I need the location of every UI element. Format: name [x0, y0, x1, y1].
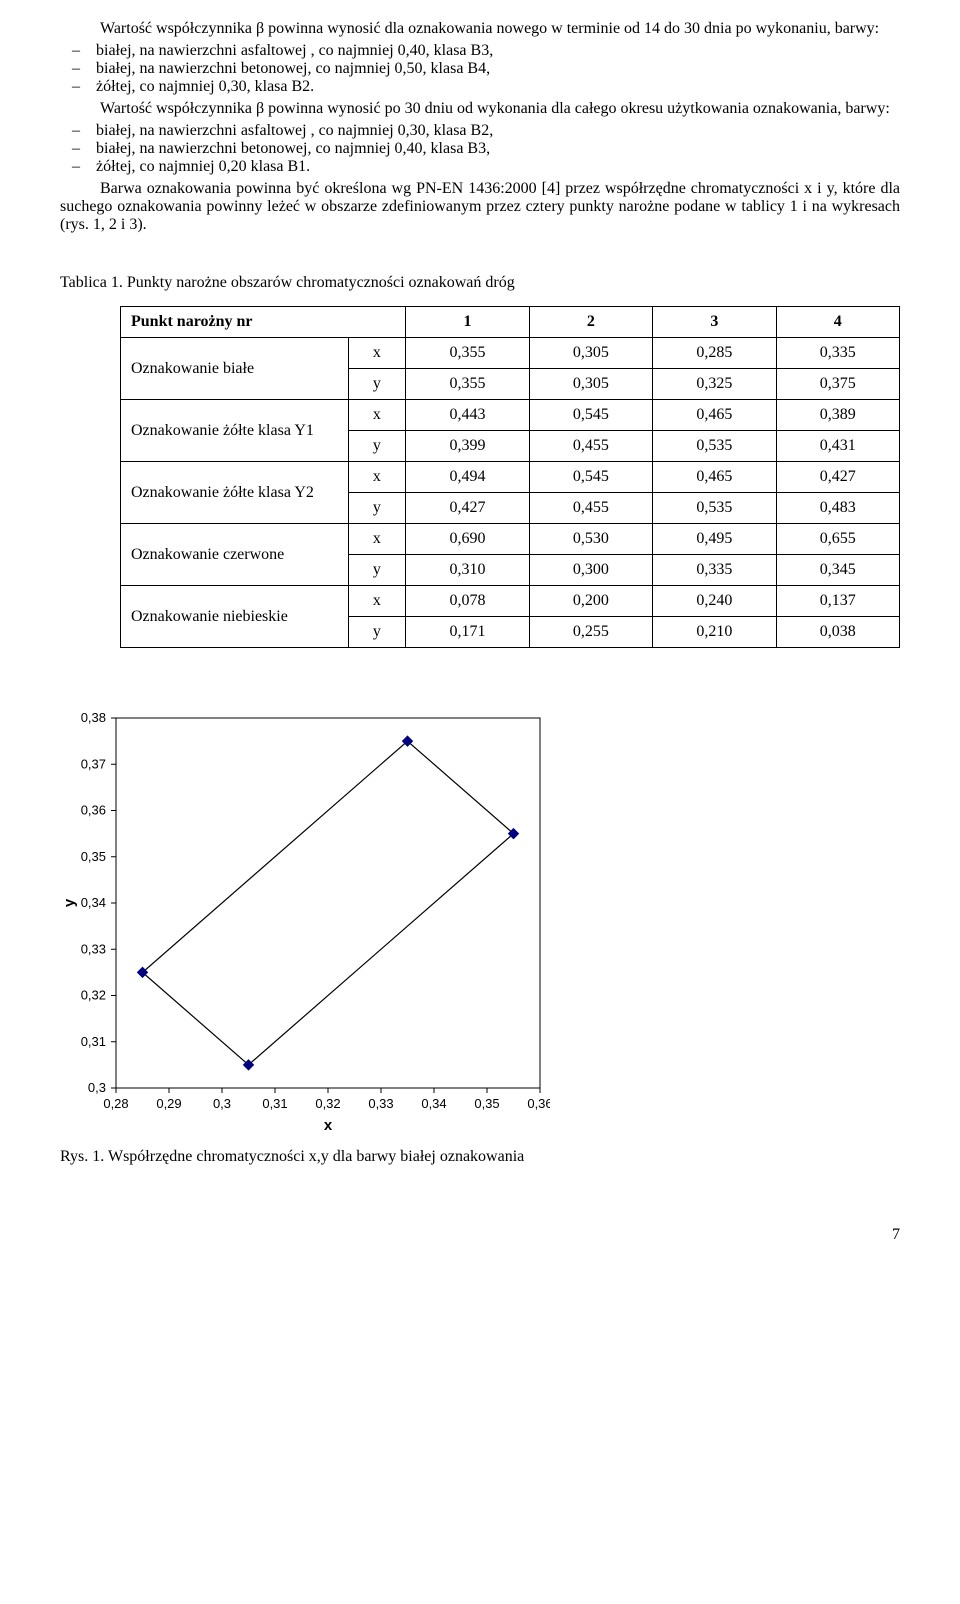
table-cell: 0,335	[653, 555, 776, 586]
table-cell: x	[348, 586, 406, 617]
table-cell: 0,137	[776, 586, 899, 617]
svg-text:0,33: 0,33	[368, 1096, 393, 1111]
paragraph-3: Barwa oznakowania powinna być określona …	[60, 180, 900, 234]
table-cell: 0,171	[406, 617, 529, 648]
table-cell: 0,300	[529, 555, 652, 586]
chromaticity-table: Punkt narożny nr 1 2 3 4 Oznakowanie bia…	[120, 306, 900, 648]
table-header: 1	[406, 307, 529, 338]
table-cell: 0,038	[776, 617, 899, 648]
svg-text:x: x	[324, 1117, 333, 1134]
table-cell: 0,427	[406, 493, 529, 524]
table-cell: 0,545	[529, 400, 652, 431]
table-row-label: Oznakowanie niebieskie	[121, 586, 349, 648]
table-cell: 0,427	[776, 462, 899, 493]
svg-text:0,32: 0,32	[81, 988, 106, 1003]
page-number: 7	[60, 1226, 900, 1244]
table-cell: 0,305	[529, 369, 652, 400]
table-row-label: Oznakowanie białe	[121, 338, 349, 400]
list-item: białej, na nawierzchni asfaltowej , co n…	[60, 122, 900, 140]
table-cell: y	[348, 617, 406, 648]
table-header: 4	[776, 307, 899, 338]
table-cell: y	[348, 431, 406, 462]
table-cell: x	[348, 462, 406, 493]
table-cell: 0,355	[406, 338, 529, 369]
table-cell: 0,483	[776, 493, 899, 524]
svg-text:0,31: 0,31	[81, 1034, 106, 1049]
table-cell: 0,431	[776, 431, 899, 462]
table-cell: 0,345	[776, 555, 899, 586]
table-cell: 0,535	[653, 493, 776, 524]
table-cell: 0,530	[529, 524, 652, 555]
table-cell: 0,494	[406, 462, 529, 493]
table-cell: 0,200	[529, 586, 652, 617]
svg-text:0,35: 0,35	[474, 1096, 499, 1111]
table-cell: 0,310	[406, 555, 529, 586]
table-cell: 0,335	[776, 338, 899, 369]
table-row-label: Oznakowanie żółte klasa Y1	[121, 400, 349, 462]
figure-caption: Rys. 1. Współrzędne chromatyczności x,y …	[60, 1148, 900, 1166]
svg-text:0,34: 0,34	[421, 1096, 446, 1111]
table-cell: 0,443	[406, 400, 529, 431]
svg-text:0,33: 0,33	[81, 941, 106, 956]
table-cell: 0,389	[776, 400, 899, 431]
table-cell: 0,455	[529, 493, 652, 524]
table-row-label: Oznakowanie żółte klasa Y2	[121, 462, 349, 524]
table-row-label: Oznakowanie czerwone	[121, 524, 349, 586]
table-cell: 0,375	[776, 369, 899, 400]
bullet-list-1: białej, na nawierzchni asfaltowej , co n…	[60, 42, 900, 96]
svg-text:0,32: 0,32	[315, 1096, 340, 1111]
chromaticity-chart: 0,28 0,29 0,3 0,31 0,32 0,33 0,34 0,35 0,36 0,3 0,…	[60, 708, 900, 1138]
table-cell: 0,210	[653, 617, 776, 648]
table-cell: y	[348, 369, 406, 400]
list-item: białej, na nawierzchni asfaltowej , co n…	[60, 42, 900, 60]
svg-text:0,3: 0,3	[213, 1096, 231, 1111]
paragraph-1: Wartość współczynnika β powinna wynosić …	[60, 20, 900, 38]
table-cell: 0,495	[653, 524, 776, 555]
paragraph-2: Wartość współczynnika β powinna wynosić …	[60, 100, 900, 118]
table-cell: x	[348, 400, 406, 431]
svg-text:0,3: 0,3	[88, 1080, 106, 1095]
table-cell: y	[348, 493, 406, 524]
list-item: białej, na nawierzchni betonowej, co naj…	[60, 140, 900, 158]
table-cell: 0,535	[653, 431, 776, 462]
table-cell: 0,465	[653, 462, 776, 493]
svg-text:0,34: 0,34	[81, 895, 106, 910]
svg-text:0,29: 0,29	[156, 1096, 181, 1111]
table-cell: 0,545	[529, 462, 652, 493]
table-cell: x	[348, 338, 406, 369]
svg-text:0,35: 0,35	[81, 849, 106, 864]
svg-text:y: y	[61, 898, 78, 907]
table-cell: 0,305	[529, 338, 652, 369]
table-header: Punkt narożny nr	[121, 307, 406, 338]
table-cell: 0,325	[653, 369, 776, 400]
table-caption: Tablica 1. Punkty narożne obszarów chrom…	[60, 274, 900, 292]
table-cell: 0,355	[406, 369, 529, 400]
table-cell: 0,455	[529, 431, 652, 462]
svg-text:0,36: 0,36	[81, 803, 106, 818]
table-cell: 0,690	[406, 524, 529, 555]
list-item: żółtej, co najmniej 0,30, klasa B2.	[60, 78, 900, 96]
table-cell: 0,285	[653, 338, 776, 369]
svg-text:0,37: 0,37	[81, 756, 106, 771]
table-cell: 0,465	[653, 400, 776, 431]
list-item: białej, na nawierzchni betonowej, co naj…	[60, 60, 900, 78]
table-cell: 0,240	[653, 586, 776, 617]
table-cell: 0,655	[776, 524, 899, 555]
table-cell: 0,399	[406, 431, 529, 462]
svg-text:0,31: 0,31	[262, 1096, 287, 1111]
svg-text:0,36: 0,36	[527, 1096, 550, 1111]
svg-text:0,28: 0,28	[103, 1096, 128, 1111]
table-cell: 0,255	[529, 617, 652, 648]
list-item: żółtej, co najmniej 0,20 klasa B1.	[60, 158, 900, 176]
bullet-list-2: białej, na nawierzchni asfaltowej , co n…	[60, 122, 900, 176]
table-cell: x	[348, 524, 406, 555]
table-cell: y	[348, 555, 406, 586]
table-header: 3	[653, 307, 776, 338]
table-cell: 0,078	[406, 586, 529, 617]
table-header: 2	[529, 307, 652, 338]
svg-text:0,38: 0,38	[81, 710, 106, 725]
